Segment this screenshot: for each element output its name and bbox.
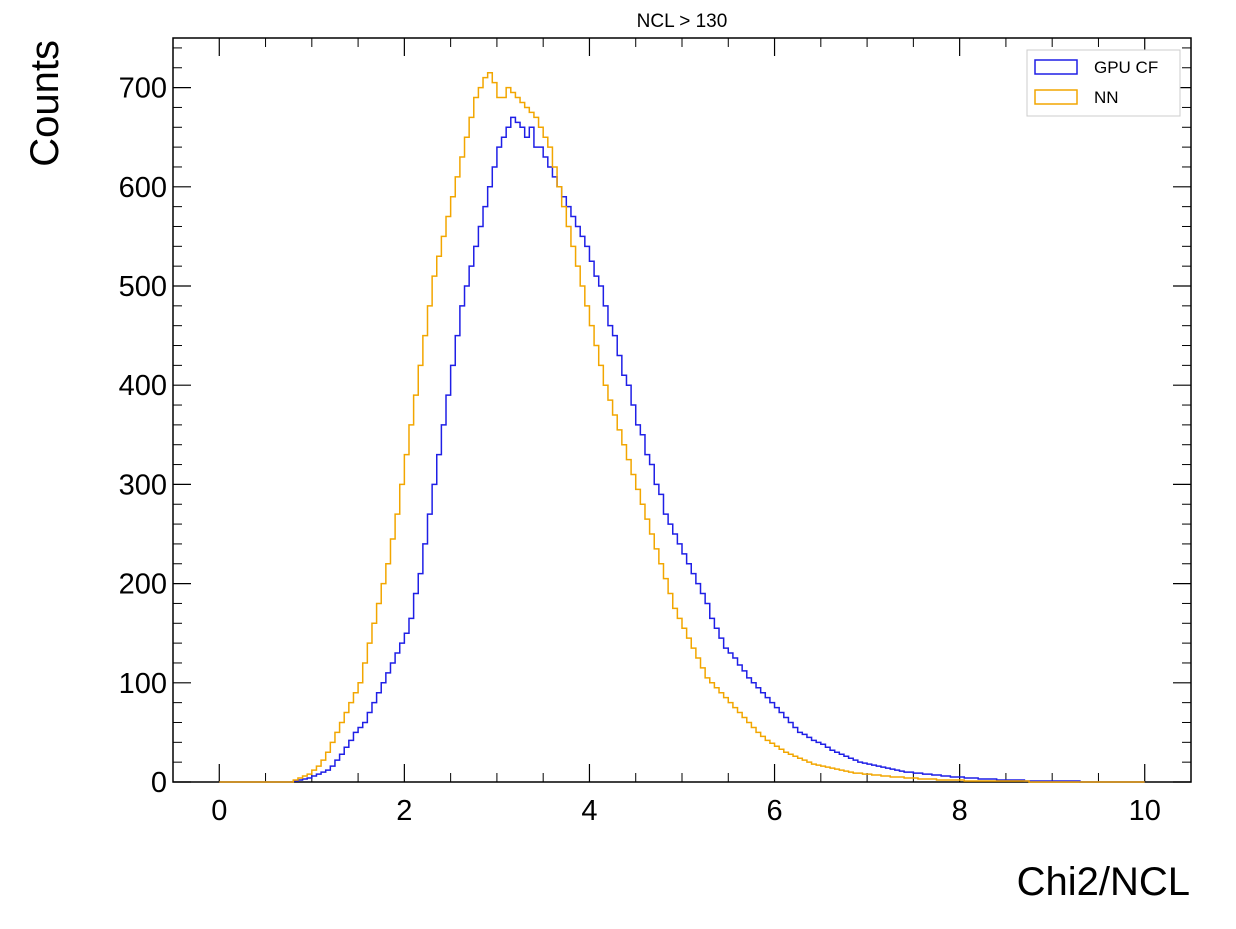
x-tick-label: 4 [581,795,597,827]
x-tick-label: 0 [211,795,227,827]
y-tick-label: 0 [151,767,167,799]
axis-ticks [172,38,1192,783]
y-tick-labels: 0 100 200 300 400 500 600 700 [119,73,167,799]
legend-label: NN [1094,88,1119,107]
y-tick-label: 500 [119,271,167,303]
y-tick-label: 100 [119,668,167,700]
y-tick-label: 300 [119,469,167,501]
histogram-series-2 [219,71,1145,783]
series-layer [219,71,1145,783]
x-tick-label: 2 [396,795,412,827]
x-tick-label: 6 [766,795,782,827]
y-tick-label: 200 [119,569,167,601]
x-tick-label: 8 [952,795,968,827]
y-axis-label: Counts [23,40,67,167]
legend-label: GPU CF [1094,58,1158,77]
legend-swatch [1034,89,1078,105]
legend-box [1026,49,1181,117]
legend-swatch [1034,59,1078,75]
histogram-series-1 [219,116,1145,783]
x-tick-label: 10 [1129,795,1161,827]
chart-title: NCL > 130 [637,11,728,32]
legend: GPU CF NN [1026,49,1181,117]
y-tick-label: 600 [119,172,167,204]
x-tick-labels: 0 2 4 6 8 10 [211,795,1161,827]
y-tick-label: 700 [119,73,167,105]
plot-frame [172,37,1192,783]
y-tick-label: 400 [119,370,167,402]
x-axis-label: Chi2/NCL [1017,860,1190,904]
